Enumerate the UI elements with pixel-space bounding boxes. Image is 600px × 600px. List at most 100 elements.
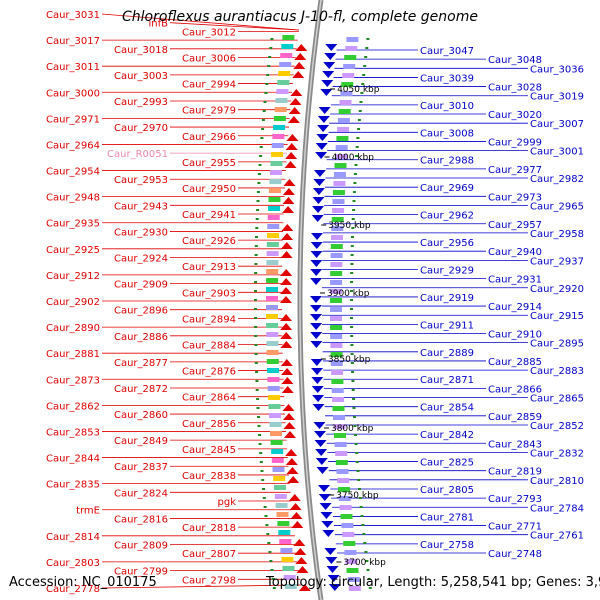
gene-label-right[interactable]: Caur_2937: [530, 256, 584, 267]
gene-label-right[interactable]: Caur_2889: [420, 348, 474, 359]
gene-label-left[interactable]: Caur_2943: [114, 201, 168, 212]
gene-label-right[interactable]: Caur_2956: [420, 238, 474, 249]
gene-label-right[interactable]: Caur_2852: [530, 421, 584, 432]
gene-label-right[interactable]: Caur_3008: [420, 128, 474, 139]
gene-label-left[interactable]: Caur_3017: [46, 36, 100, 47]
gene-label-right[interactable]: Caur_2915: [530, 311, 584, 322]
gene-label-right[interactable]: Caur_3047: [420, 46, 474, 57]
gene-label-right[interactable]: Caur_2859: [488, 412, 542, 423]
gene-label-left[interactable]: Caur_2964: [46, 140, 100, 151]
gene-label-left[interactable]: Caur_2873: [46, 375, 100, 386]
gene-label-right[interactable]: Caur_2758: [420, 540, 474, 551]
gene-label-right[interactable]: Caur_2895: [530, 339, 584, 350]
gene-label-left[interactable]: Caur_2807: [182, 549, 236, 560]
gene-label-right[interactable]: Caur_2883: [530, 366, 584, 377]
gene-label-left[interactable]: infB: [149, 19, 169, 30]
gene-label-left[interactable]: pgk: [218, 497, 237, 508]
gene-label-right[interactable]: Caur_2866: [488, 384, 542, 395]
gene-label-left[interactable]: Caur_2941: [182, 210, 236, 221]
gene-label-left[interactable]: Caur_2926: [182, 236, 236, 247]
gene-label-right[interactable]: Caur_3019: [530, 92, 584, 103]
gene-label-left[interactable]: Caur_2894: [182, 314, 236, 325]
gene-label-right[interactable]: Caur_2920: [530, 284, 584, 295]
gene-label-left[interactable]: Caur_2935: [46, 219, 100, 230]
gene-label-left[interactable]: Caur_2881: [46, 349, 100, 360]
gene-label-left[interactable]: Caur_3012: [182, 27, 236, 38]
gene-label-left[interactable]: Caur_2955: [182, 158, 236, 169]
gene-label-left[interactable]: Caur_2979: [182, 106, 236, 117]
gene-label-left[interactable]: Caur_2876: [182, 367, 236, 378]
gene-label-right[interactable]: Caur_2784: [530, 503, 584, 514]
gene-label-right[interactable]: Caur_2914: [488, 302, 542, 313]
gene-label-left[interactable]: Caur_2835: [46, 480, 100, 491]
gene-label-right[interactable]: Caur_2825: [420, 458, 474, 469]
gene-label-right[interactable]: Caur_2931: [488, 275, 542, 286]
gene-label-left[interactable]: Caur_R0051: [107, 149, 168, 160]
gene-label-left[interactable]: Caur_2884: [182, 340, 236, 351]
gene-label-right[interactable]: Caur_2793: [488, 494, 542, 505]
gene-label-right[interactable]: Caur_2748: [488, 549, 542, 560]
gene-label-left[interactable]: Caur_2890: [46, 323, 100, 334]
gene-label-left[interactable]: Caur_2886: [114, 332, 168, 343]
gene-label-right[interactable]: Caur_3028: [488, 83, 542, 94]
gene-label-left[interactable]: Caur_2909: [114, 280, 168, 291]
gene-label-right[interactable]: Caur_2999: [488, 137, 542, 148]
gene-label-left[interactable]: Caur_2954: [46, 167, 100, 178]
gene-label-left[interactable]: Caur_2903: [182, 288, 236, 299]
gene-label-right[interactable]: Caur_3048: [488, 55, 542, 66]
gene-label-left[interactable]: Caur_2993: [114, 97, 168, 108]
gene-label-left[interactable]: Caur_2799: [114, 567, 168, 578]
gene-label-left[interactable]: Caur_2849: [114, 436, 168, 447]
gene-label-left[interactable]: Caur_2912: [46, 271, 100, 282]
gene-label-right[interactable]: Caur_2885: [488, 357, 542, 368]
gene-label-left[interactable]: Caur_2966: [182, 132, 236, 143]
gene-label-left[interactable]: Caur_2824: [114, 488, 168, 499]
gene-label-left[interactable]: Caur_2837: [114, 462, 168, 473]
gene-label-left[interactable]: Caur_2864: [182, 393, 236, 404]
gene-label-left[interactable]: Caur_2971: [46, 114, 100, 125]
gene-label-left[interactable]: Caur_2925: [46, 245, 100, 256]
gene-label-right[interactable]: Caur_2982: [530, 174, 584, 185]
gene-label-left[interactable]: Caur_2844: [46, 454, 100, 465]
gene-label-left[interactable]: Caur_2953: [114, 175, 168, 186]
gene-label-left[interactable]: Caur_2862: [46, 401, 100, 412]
gene-label-left[interactable]: Caur_2856: [182, 419, 236, 430]
gene-label-left[interactable]: Caur_2970: [114, 123, 168, 134]
gene-label-left[interactable]: Caur_3000: [46, 88, 100, 99]
gene-label-left[interactable]: Caur_2818: [182, 523, 236, 534]
gene-label-left[interactable]: Caur_2809: [114, 541, 168, 552]
gene-label-left[interactable]: Caur_2872: [114, 384, 168, 395]
gene-label-right[interactable]: Caur_2957: [488, 220, 542, 231]
gene-label-right[interactable]: Caur_2969: [420, 183, 474, 194]
gene-label-right[interactable]: Caur_2805: [420, 485, 474, 496]
gene-label-right[interactable]: Caur_3036: [530, 64, 584, 75]
gene-label-right[interactable]: Caur_2940: [488, 247, 542, 258]
gene-label-left[interactable]: Caur_3003: [114, 71, 168, 82]
gene-label-left[interactable]: Caur_2853: [46, 427, 100, 438]
gene-label-left[interactable]: trmE: [76, 506, 100, 517]
gene-label-right[interactable]: Caur_2843: [488, 439, 542, 450]
gene-label-right[interactable]: Caur_3007: [530, 119, 584, 130]
gene-label-left[interactable]: Caur_3018: [114, 45, 168, 56]
gene-label-right[interactable]: Caur_2819: [488, 467, 542, 478]
gene-label-right[interactable]: Caur_2832: [530, 448, 584, 459]
gene-label-left[interactable]: Caur_2930: [114, 227, 168, 238]
gene-label-right[interactable]: Caur_2965: [530, 201, 584, 212]
gene-label-right[interactable]: Caur_2810: [530, 476, 584, 487]
gene-label-right[interactable]: Caur_3001: [530, 147, 584, 158]
gene-label-right[interactable]: Caur_2988: [420, 156, 474, 167]
gene-label-left[interactable]: Caur_2838: [182, 471, 236, 482]
gene-label-right[interactable]: Caur_2781: [420, 512, 474, 523]
gene-label-right[interactable]: Caur_2919: [420, 293, 474, 304]
gene-label-left[interactable]: Caur_2902: [46, 297, 100, 308]
gene-label-left[interactable]: Caur_2877: [114, 358, 168, 369]
gene-label-left[interactable]: Caur_3006: [182, 53, 236, 64]
gene-label-left[interactable]: Caur_2816: [114, 514, 168, 525]
gene-label-right[interactable]: Caur_2962: [420, 211, 474, 222]
gene-label-left[interactable]: Caur_2860: [114, 410, 168, 421]
gene-label-right[interactable]: Caur_2865: [530, 394, 584, 405]
gene-label-left[interactable]: Caur_3031: [46, 10, 100, 21]
gene-label-right[interactable]: Caur_2973: [488, 192, 542, 203]
gene-label-left[interactable]: Caur_2950: [182, 184, 236, 195]
gene-label-right[interactable]: Caur_2761: [530, 531, 584, 542]
